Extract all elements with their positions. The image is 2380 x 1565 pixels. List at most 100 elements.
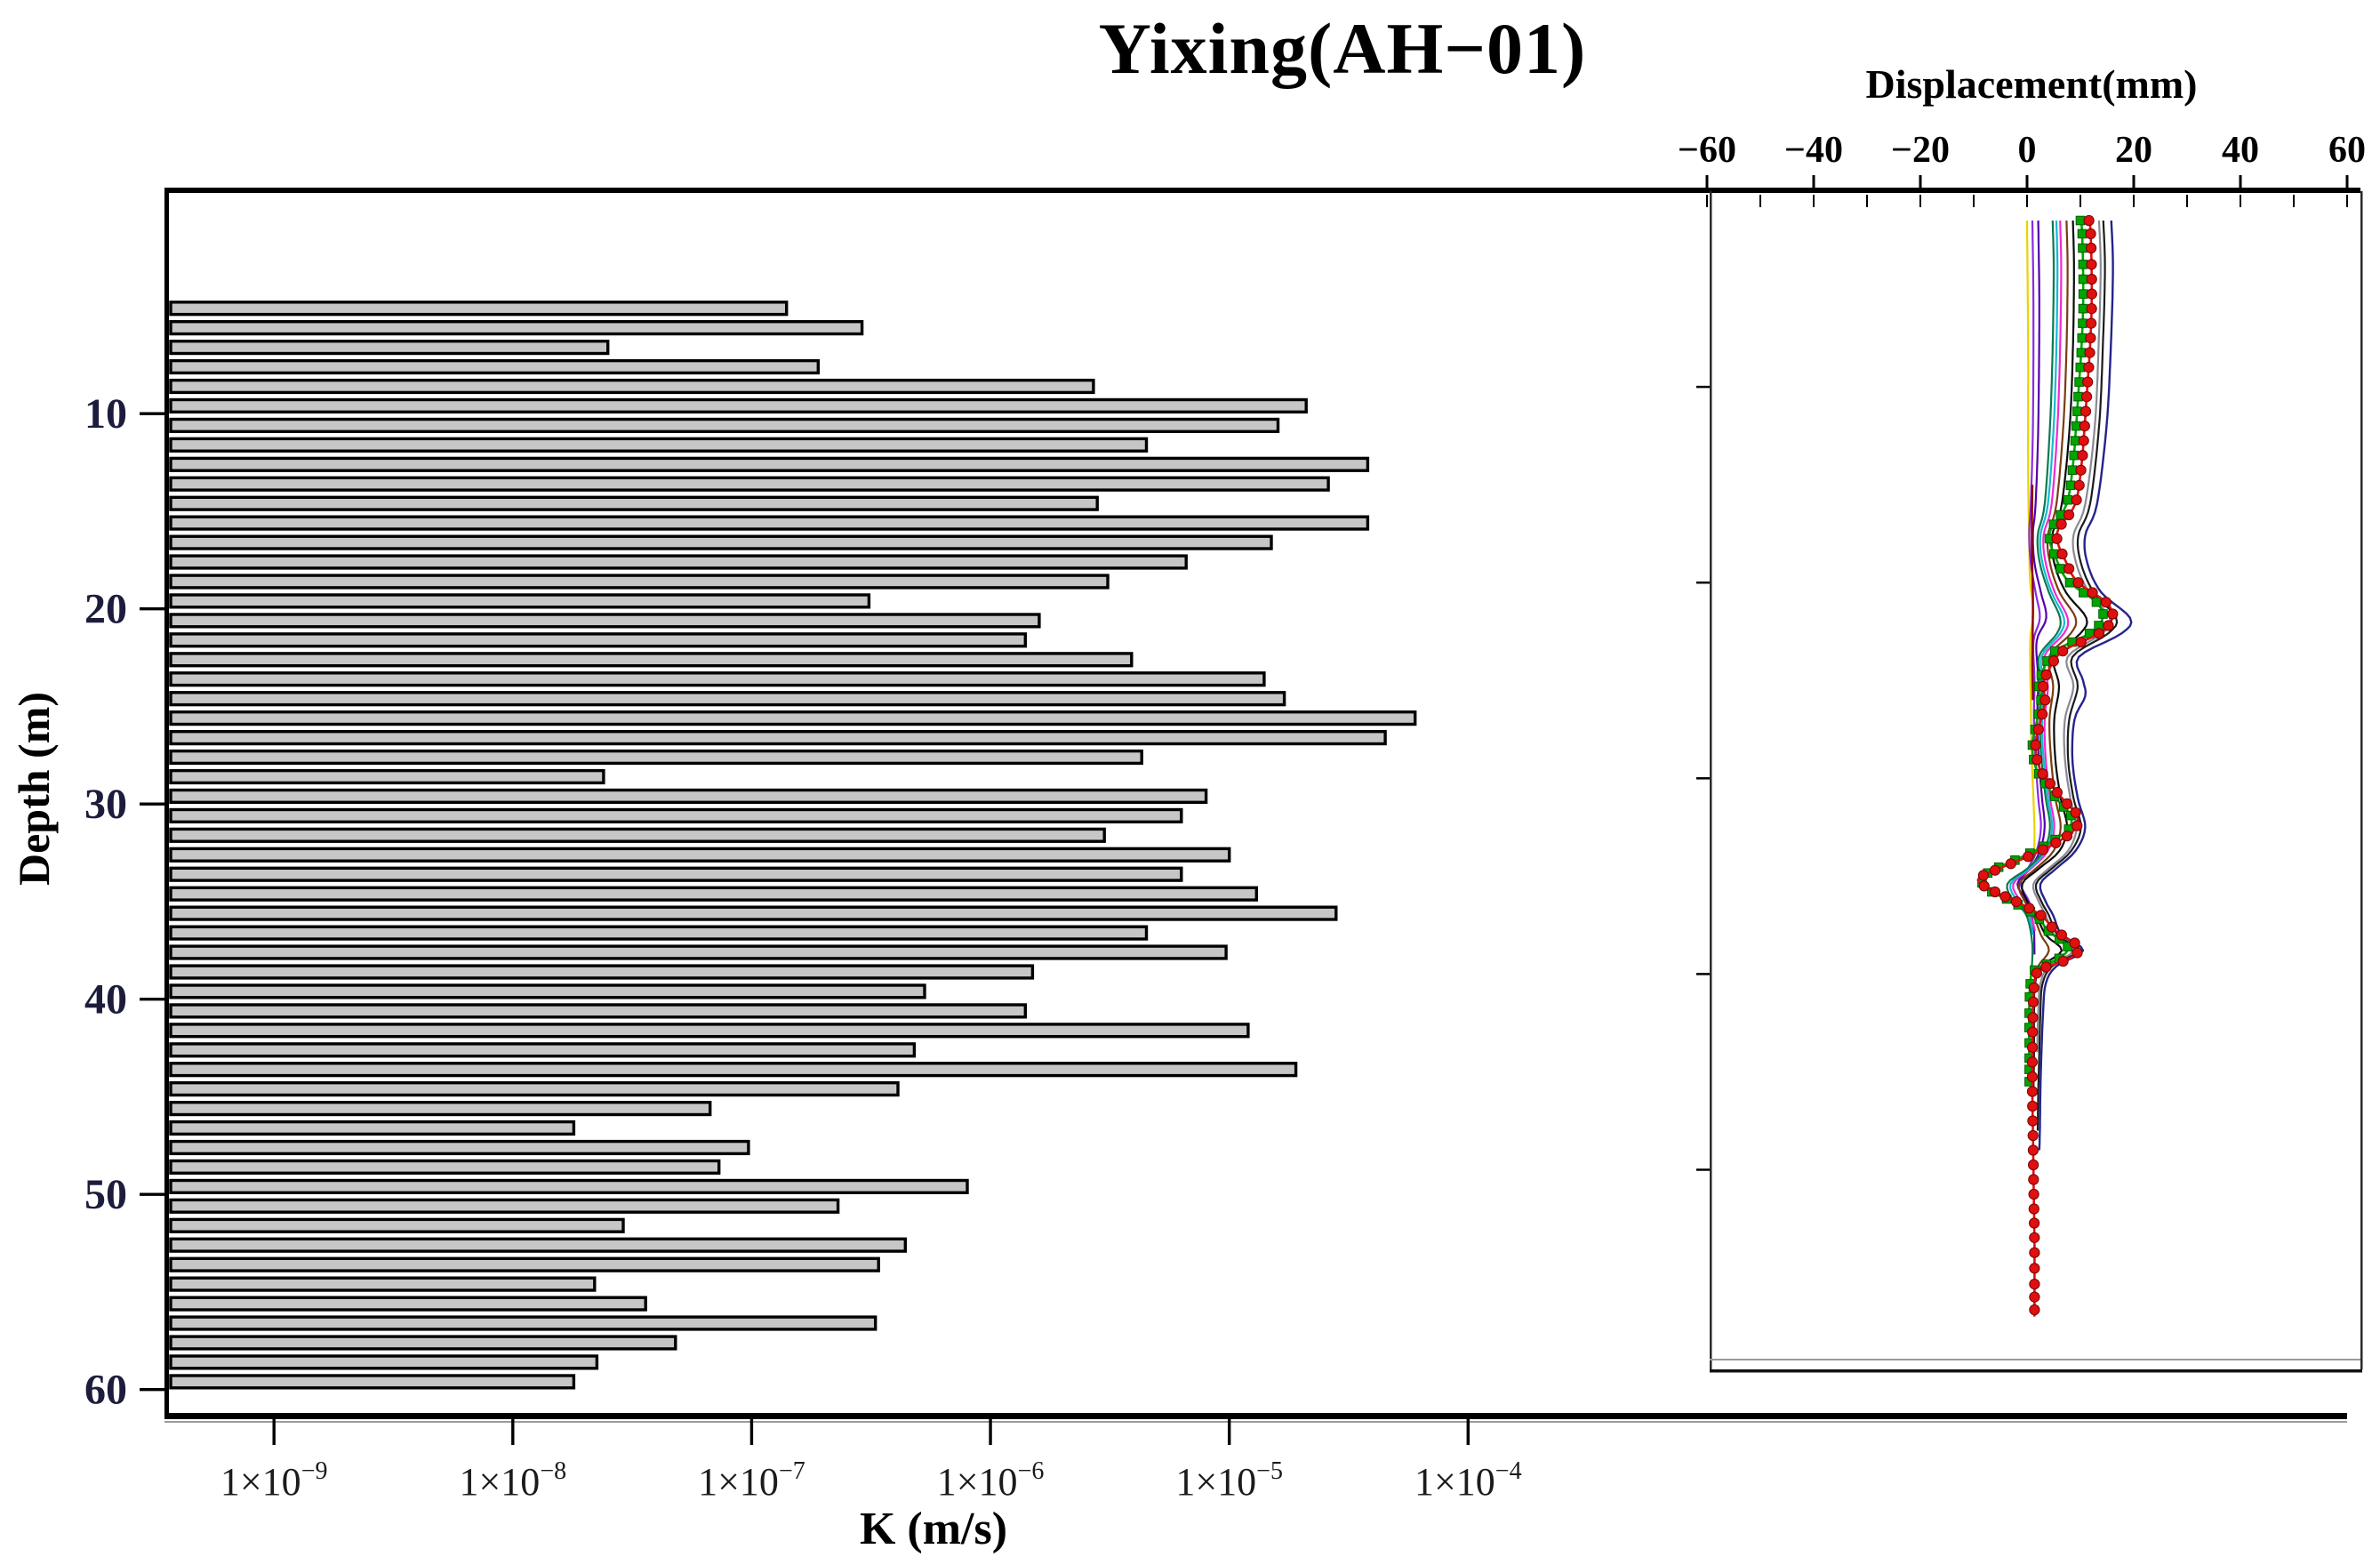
k-bar	[169, 417, 1280, 434]
curve-survey-violet	[2019, 221, 2042, 916]
k-bar	[169, 983, 926, 999]
red-data-marker	[2086, 273, 2097, 285]
k-bar	[169, 847, 1231, 863]
k-bar	[169, 925, 1149, 941]
displacement-axis-tick-label: −20	[1891, 130, 1950, 171]
red-data-marker	[2026, 1041, 2039, 1054]
red-data-marker	[2047, 655, 2059, 667]
k-bar	[169, 1042, 917, 1058]
red-data-marker	[2040, 669, 2052, 681]
displacement-axis-tick-label: 20	[2115, 130, 2152, 171]
k-bar	[169, 378, 1095, 395]
red-data-marker	[2063, 563, 2075, 574]
red-data-marker	[2061, 831, 2073, 842]
curve-survey-teal	[2006, 220, 2062, 975]
k-axis-tick-label: 1×10−6	[937, 1457, 1045, 1504]
red-data-marker	[2050, 837, 2062, 849]
green-data-marker	[2078, 303, 2088, 314]
red-data-marker	[2075, 464, 2087, 476]
red-data-marker	[2075, 637, 2087, 648]
red-data-marker	[2063, 509, 2075, 521]
green-data-marker	[2078, 289, 2088, 299]
red-data-marker	[2086, 303, 2097, 315]
left-panel-left-border	[164, 188, 169, 1418]
green-data-marker	[2072, 406, 2082, 416]
red-data-marker	[2070, 807, 2081, 818]
red-data-marker	[2071, 494, 2082, 506]
depth-axis-tick-label: 10	[84, 390, 127, 437]
red-data-marker	[2056, 548, 2068, 560]
bottom-axis-shadow	[164, 1421, 2347, 1423]
k-bars-group	[169, 301, 1417, 1390]
displacement-axis-tick-label: 40	[2222, 130, 2259, 171]
k-bar	[169, 1256, 880, 1272]
k-bar	[169, 476, 1330, 492]
k-bar	[169, 1003, 1027, 1019]
red-data-marker	[2028, 982, 2039, 993]
red-data-marker	[2023, 903, 2035, 914]
red-data-marker	[2032, 724, 2044, 735]
k-bar	[169, 1296, 647, 1312]
displacement-axis-tick-label: 60	[2328, 130, 2366, 171]
k-bar	[169, 358, 820, 375]
red-data-marker	[2027, 1100, 2039, 1112]
curve-survey-black-inner	[2021, 220, 2088, 1092]
k-bar	[169, 652, 1134, 668]
displacement-axis-title: Displacement(mm)	[1865, 61, 2198, 107]
curve-survey-cyan	[2009, 220, 2066, 935]
k-bar	[169, 730, 1387, 746]
red-data-marker	[2087, 587, 2098, 598]
red-data-marker	[2037, 709, 2048, 720]
red-data-marker	[2037, 680, 2049, 693]
red-data-marker	[2103, 620, 2114, 631]
red-data-marker	[2083, 214, 2095, 227]
red-data-marker	[2040, 961, 2052, 973]
red-data-marker	[2107, 608, 2119, 620]
red-data-marker	[2023, 851, 2034, 863]
bottom-axis-line	[164, 1413, 2347, 1419]
k-axis-tick-label: 1×10−8	[459, 1457, 566, 1504]
red-data-marker	[2082, 376, 2094, 388]
red-data-marker	[1989, 864, 2001, 876]
red-data-marker	[2029, 1291, 2040, 1303]
red-data-marker	[2051, 533, 2063, 544]
red-data-marker	[2026, 1056, 2038, 1068]
green-data-marker	[2078, 318, 2088, 328]
k-bar	[169, 340, 610, 356]
red-data-marker	[2010, 895, 2023, 908]
green-data-marker	[2065, 480, 2076, 491]
displacement-axis-tick-label: −40	[1784, 130, 1843, 171]
red-data-marker	[2086, 288, 2097, 300]
red-data-marker	[2081, 391, 2093, 403]
k-bar	[169, 827, 1106, 843]
k-bar	[169, 1198, 840, 1214]
k-bar	[169, 1178, 969, 1195]
k-bar	[169, 301, 789, 317]
k-bar	[169, 613, 1041, 629]
panels-top-border	[164, 188, 2360, 193]
red-data-marker	[2029, 1304, 2040, 1316]
red-data-marker	[2073, 479, 2085, 491]
k-bar	[169, 1276, 597, 1292]
red-data-marker	[2027, 1026, 2039, 1038]
k-bar	[169, 456, 1370, 472]
red-data-marker	[2083, 362, 2095, 373]
red-data-marker	[2057, 955, 2069, 967]
red-data-marker	[2029, 1247, 2040, 1258]
depth-axis-tick-label: 50	[84, 1171, 127, 1218]
red-data-marker	[2079, 421, 2090, 432]
red-data-marker	[2029, 1279, 2040, 1290]
survey-red-markers-markers	[1977, 214, 2119, 1316]
k-bar	[169, 710, 1417, 726]
k-bar	[169, 1062, 1298, 1078]
k-bar	[169, 671, 1266, 687]
depth-axis-tick-label: 30	[84, 781, 127, 828]
displacement-axis-tick-label: 0	[2018, 130, 2037, 171]
red-data-marker	[2044, 778, 2055, 790]
k-bar	[169, 964, 1035, 980]
red-data-marker	[2037, 844, 2048, 855]
green-data-marker	[2075, 362, 2086, 373]
green-data-marker	[2077, 229, 2088, 239]
k-bar	[169, 768, 605, 785]
